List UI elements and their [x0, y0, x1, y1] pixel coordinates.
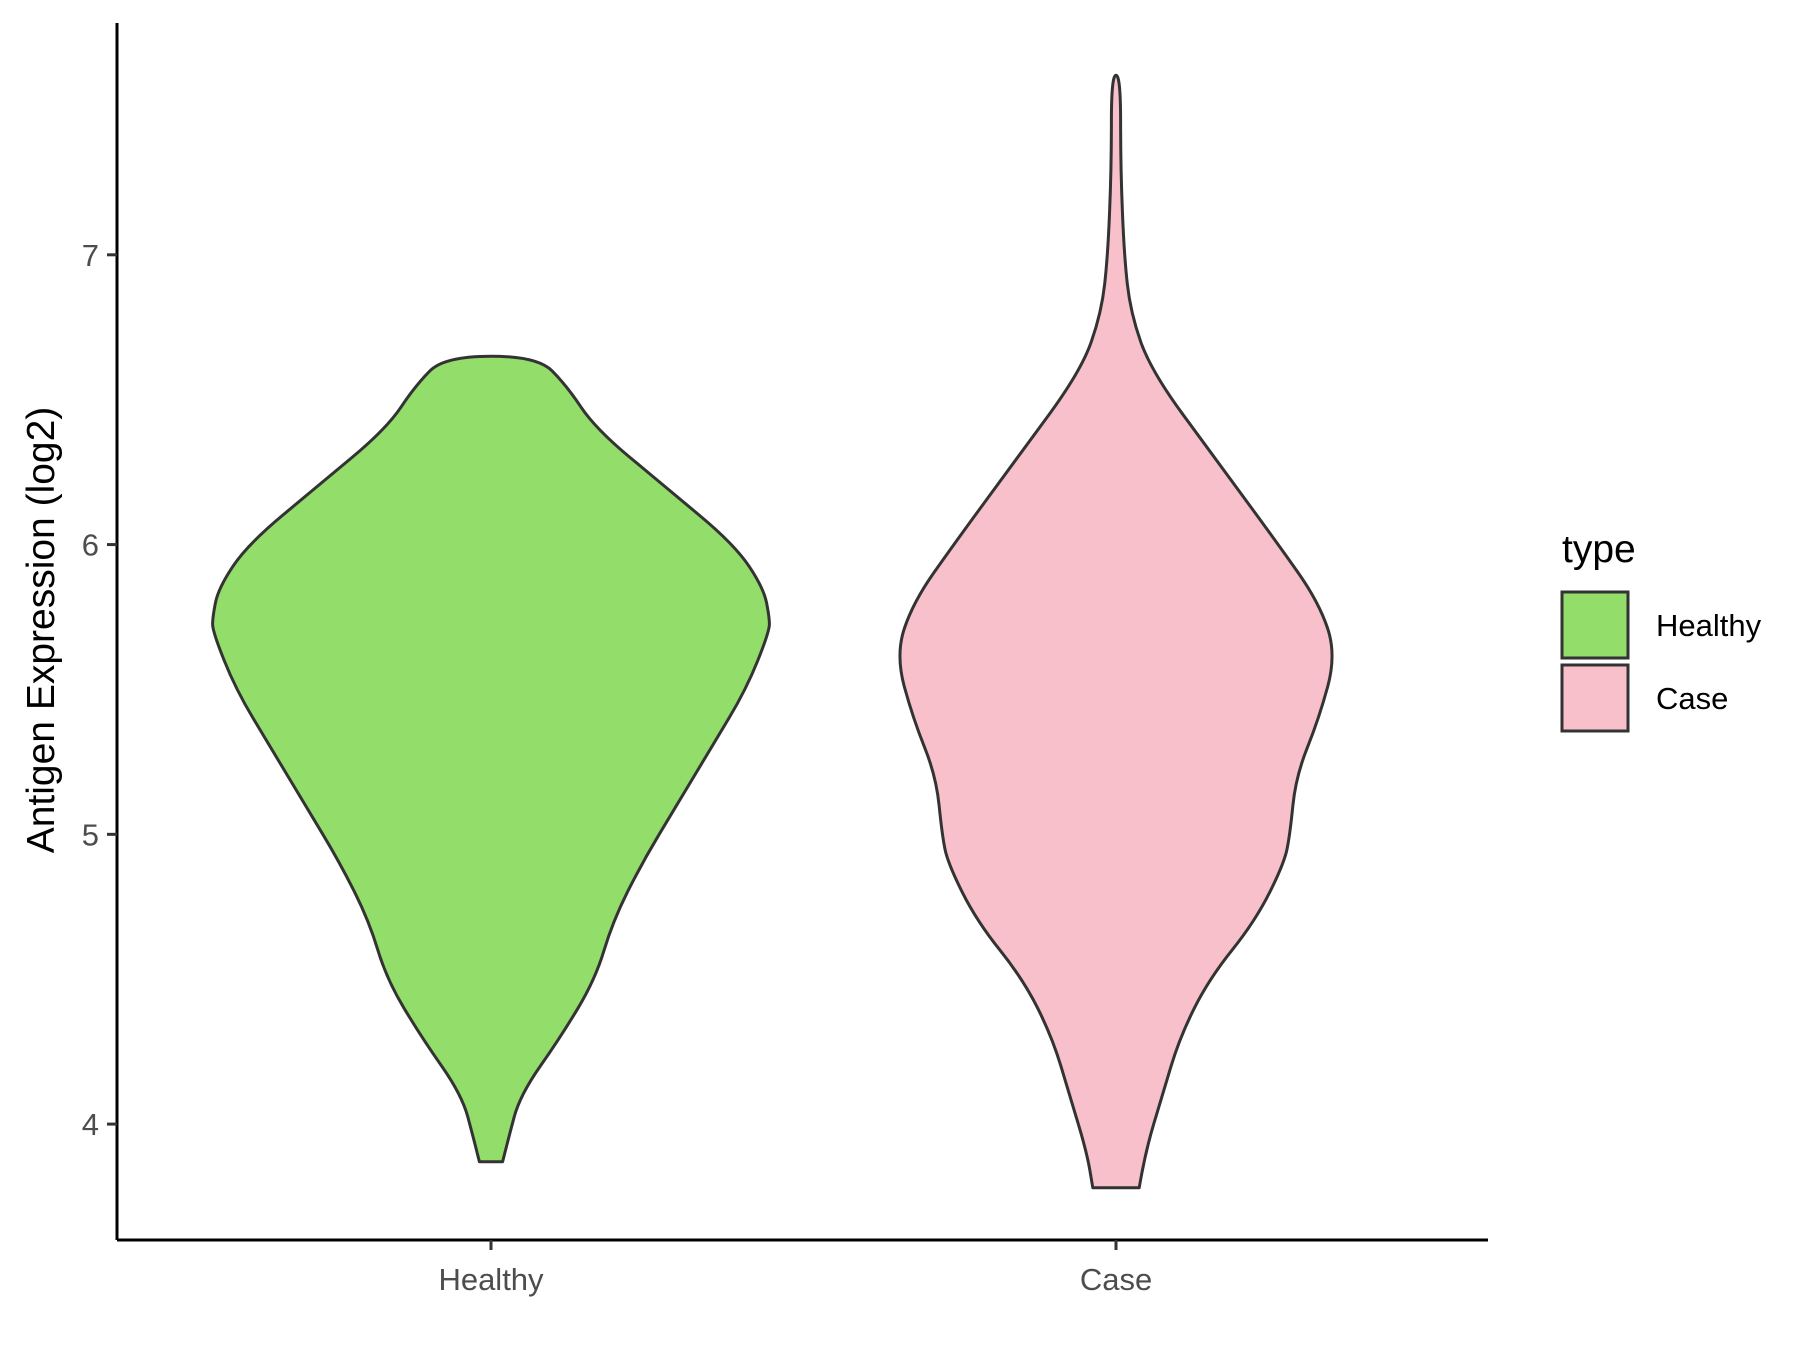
y-axis-ticks: 4 5 6 7: [82, 238, 117, 1142]
y-tick-label: 4: [82, 1107, 99, 1142]
legend-entries: Healthy Case: [1560, 590, 1762, 733]
x-tick-label: Healthy: [438, 1262, 544, 1297]
plot-area: 4 5 6 7 Healthy Case: [82, 23, 1488, 1297]
y-tick-label: 5: [82, 817, 99, 852]
x-tick-label: Case: [1080, 1262, 1152, 1297]
violin-case: [898, 73, 1334, 1190]
y-tick-label: 7: [82, 238, 99, 273]
violin-healthy: [211, 354, 771, 1164]
y-axis-title: Antigen Expression (log2): [20, 407, 63, 854]
violins: [211, 73, 1334, 1190]
legend-label-case: Case: [1656, 681, 1728, 716]
legend: type Healthy Case: [1560, 528, 1762, 733]
legend-title: type: [1562, 528, 1636, 571]
legend-key-case: [1560, 663, 1630, 733]
legend-label-healthy: Healthy: [1656, 608, 1762, 643]
y-tick-label: 6: [82, 528, 99, 563]
legend-key-healthy: [1560, 590, 1630, 660]
x-axis-ticks: Healthy Case: [438, 1240, 1152, 1297]
